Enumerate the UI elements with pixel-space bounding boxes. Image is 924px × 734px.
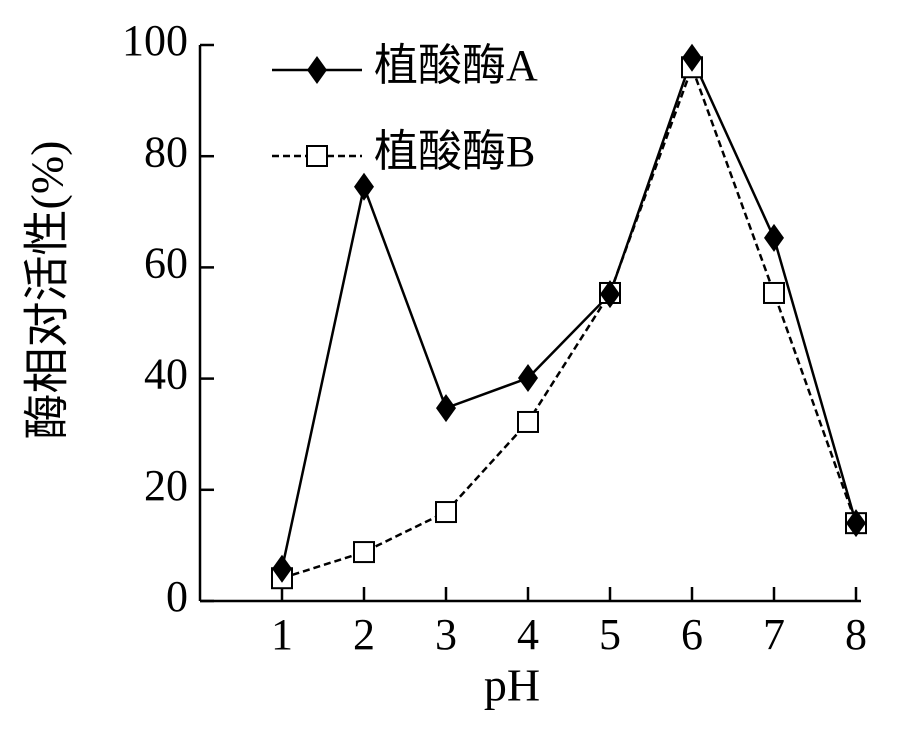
y-tick-label: 40 — [144, 350, 188, 399]
data-point — [763, 281, 785, 304]
data-point — [354, 172, 374, 201]
series-line — [281, 63, 858, 580]
y-tick-label: 60 — [144, 238, 188, 287]
x-tick-label: 2 — [353, 610, 375, 659]
data-point — [600, 280, 620, 309]
x-tick-label: 3 — [435, 610, 457, 659]
x-tick-label: 4 — [517, 610, 539, 659]
x-tick-label: 6 — [681, 610, 703, 659]
data-point — [435, 501, 457, 524]
x-tick-label: 1 — [271, 610, 293, 659]
x-tick-label: 7 — [763, 610, 785, 659]
legend-label: 植酸酶B — [374, 127, 535, 176]
x-axis-title: pH — [484, 660, 540, 711]
data-point — [846, 509, 866, 538]
y-tick-label: 80 — [144, 127, 188, 176]
legend-label: 植酸酶A — [374, 41, 538, 90]
data-point — [353, 541, 375, 564]
legend-marker — [306, 145, 328, 167]
x-tick-label: 5 — [599, 610, 621, 659]
data-point — [517, 410, 539, 433]
data-point — [764, 223, 784, 252]
y-tick-label: 0 — [166, 572, 188, 621]
series-line — [280, 54, 858, 570]
y-tick-label: 100 — [122, 16, 188, 65]
data-point — [272, 554, 292, 583]
data-point — [436, 394, 456, 423]
legend-marker — [307, 56, 327, 84]
y-tick-label: 20 — [144, 461, 188, 510]
data-point — [518, 364, 538, 393]
x-tick-label: 8 — [845, 610, 867, 659]
y-axis-title: 酶相对活性(%) — [22, 141, 73, 440]
data-point — [682, 43, 702, 72]
